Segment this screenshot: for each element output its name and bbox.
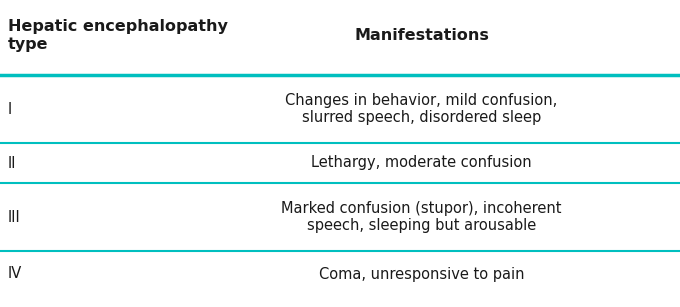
Text: Hepatic encephalopathy
type: Hepatic encephalopathy type bbox=[8, 19, 228, 52]
Text: IV: IV bbox=[8, 266, 22, 282]
Text: Manifestations: Manifestations bbox=[354, 28, 489, 43]
Text: Lethargy, moderate confusion: Lethargy, moderate confusion bbox=[311, 156, 532, 170]
Text: Changes in behavior, mild confusion,
slurred speech, disordered sleep: Changes in behavior, mild confusion, slu… bbox=[286, 93, 558, 125]
Text: Coma, unresponsive to pain: Coma, unresponsive to pain bbox=[319, 266, 524, 282]
Text: III: III bbox=[8, 209, 21, 224]
Text: I: I bbox=[8, 102, 12, 116]
Text: Marked confusion (stupor), incoherent
speech, sleeping but arousable: Marked confusion (stupor), incoherent sp… bbox=[282, 201, 562, 233]
Text: II: II bbox=[8, 156, 16, 170]
